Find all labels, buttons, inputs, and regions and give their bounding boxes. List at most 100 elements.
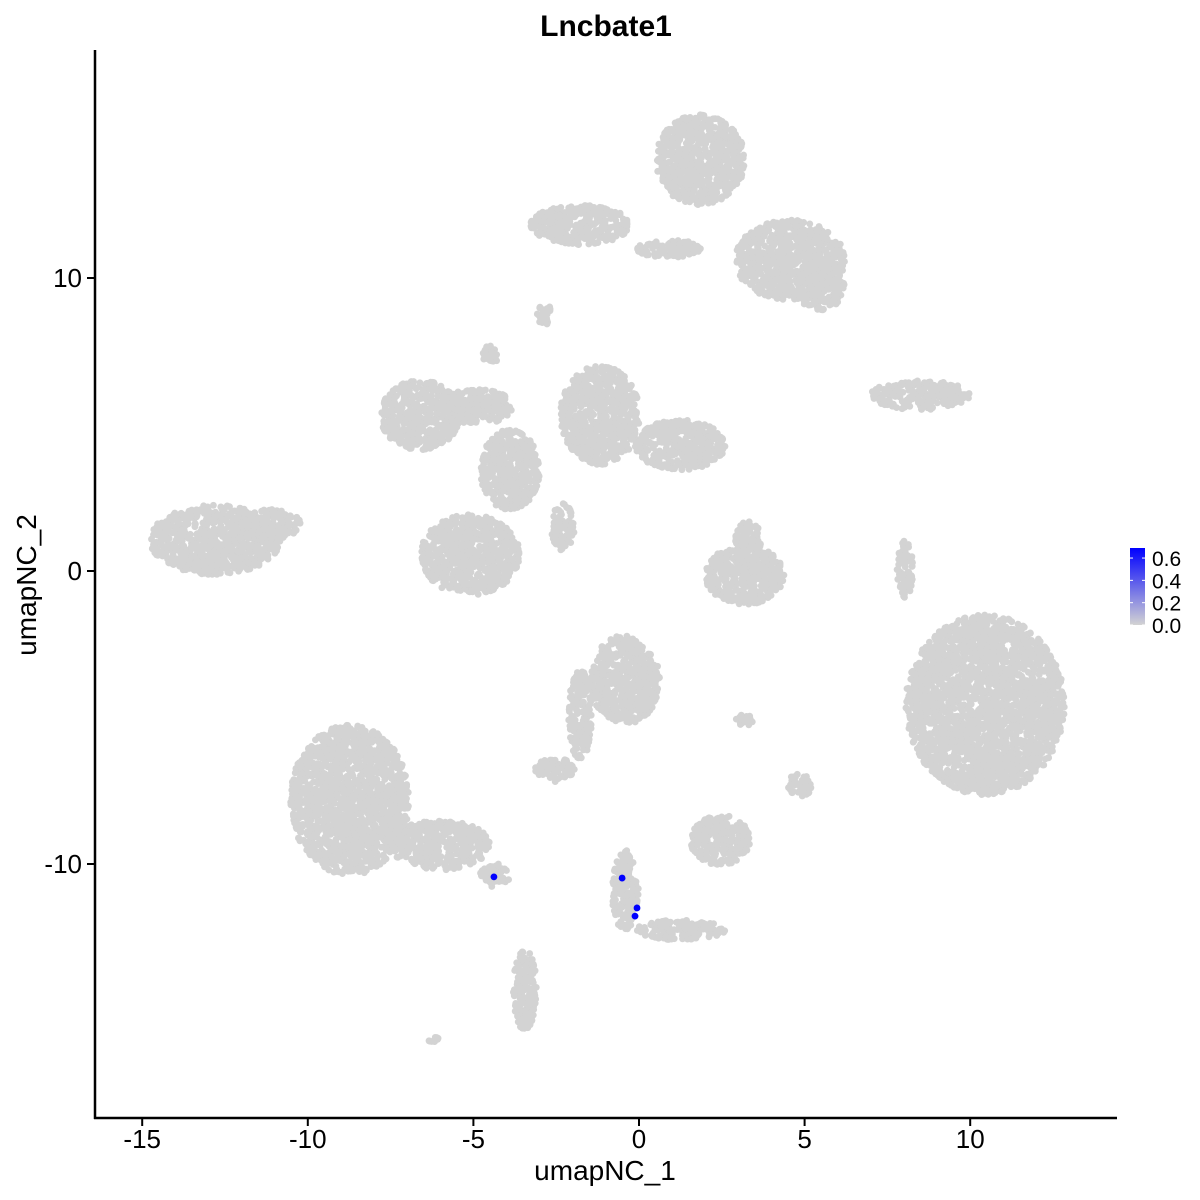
cell-point [952,680,960,687]
cell-point [685,238,692,246]
cell-point [970,734,978,741]
cell-point [743,257,751,264]
cell-point [662,138,670,145]
cell-point [545,218,553,226]
cell-point [764,260,771,268]
cell-point [1052,708,1060,716]
cell-point [983,719,991,727]
cell-point [602,237,610,244]
cell-point [1038,749,1046,757]
cell-point [736,156,744,164]
cell-point [527,218,535,226]
cell-points [148,111,1068,1045]
cell-point [691,145,699,153]
cell-point [545,232,552,240]
cell-point [672,156,680,164]
cell-point [796,294,804,302]
cell-point [783,290,791,297]
cell-point [679,178,686,185]
cell-point [832,294,839,302]
cell-point [572,226,580,234]
cell-point [710,196,718,204]
cell-point [833,241,841,249]
cell-point [923,705,931,712]
cell-point [1043,653,1051,661]
cell-point [998,708,1006,715]
cell-point [1007,749,1015,757]
cell-point [827,276,834,284]
cell-point [612,210,620,218]
cell-point [815,245,822,253]
cell-point [1047,691,1054,698]
cell-point [975,749,983,757]
cell-point [669,140,677,148]
cell-point [1001,760,1009,768]
cell-point [1040,727,1048,735]
cell-point [1052,691,1060,698]
cell-point [809,238,816,246]
cell-point [995,723,1003,730]
cell-point [818,262,825,269]
cell-point [796,234,803,242]
cell-point [729,182,737,190]
cell-point [1017,627,1024,634]
cell-point [1025,715,1032,722]
cell-point [1034,720,1042,728]
cell-point [945,769,952,777]
cell-point [1008,687,1016,694]
cell-point [962,647,969,655]
cell-point [664,183,672,191]
cell-point [768,233,776,241]
cell-point [966,751,974,759]
cell-point [1018,672,1025,680]
cell-point [979,638,987,646]
cell-point [558,229,566,236]
cell-point [555,214,563,222]
cell-point [1000,658,1008,666]
cell-point [766,289,773,297]
cell-point [907,692,914,700]
cell-point [1050,697,1058,705]
cell-point [1001,717,1009,725]
cell-point [960,662,968,670]
cell-point [932,770,939,778]
cell-point [979,701,986,709]
cell-point [583,215,590,223]
cell-point [801,244,808,251]
cell-point [917,712,924,720]
cell-point [976,678,984,685]
cell-point [705,124,713,132]
cell-point [986,773,993,781]
cell-point [1023,729,1030,737]
cell-point [959,678,967,686]
cell-point [1002,700,1010,708]
cell-point [781,277,789,285]
cell-point [1011,661,1019,668]
cell-point [940,739,948,747]
cell-point [749,253,756,261]
cell-point [956,732,964,739]
cell-point [973,761,981,769]
cell-point [1023,709,1031,716]
cell-point [588,221,596,229]
cell-point [944,644,952,652]
cell-point [1013,756,1020,764]
cell-point [1027,774,1034,782]
cell-point [920,665,928,673]
cell-point [548,208,555,216]
cell-point [600,220,608,228]
cell-point [755,262,763,270]
cell-point [931,673,939,681]
cell-point [838,256,845,264]
cell-point [748,268,756,275]
cell-point [721,180,728,188]
cell-point [813,285,821,293]
cell-point [797,275,805,283]
cell-point [750,230,758,238]
cell-point [711,184,719,192]
cell-point [950,644,958,652]
cell-point [694,158,702,166]
cell-point [1035,671,1043,679]
cell-point [954,687,961,694]
